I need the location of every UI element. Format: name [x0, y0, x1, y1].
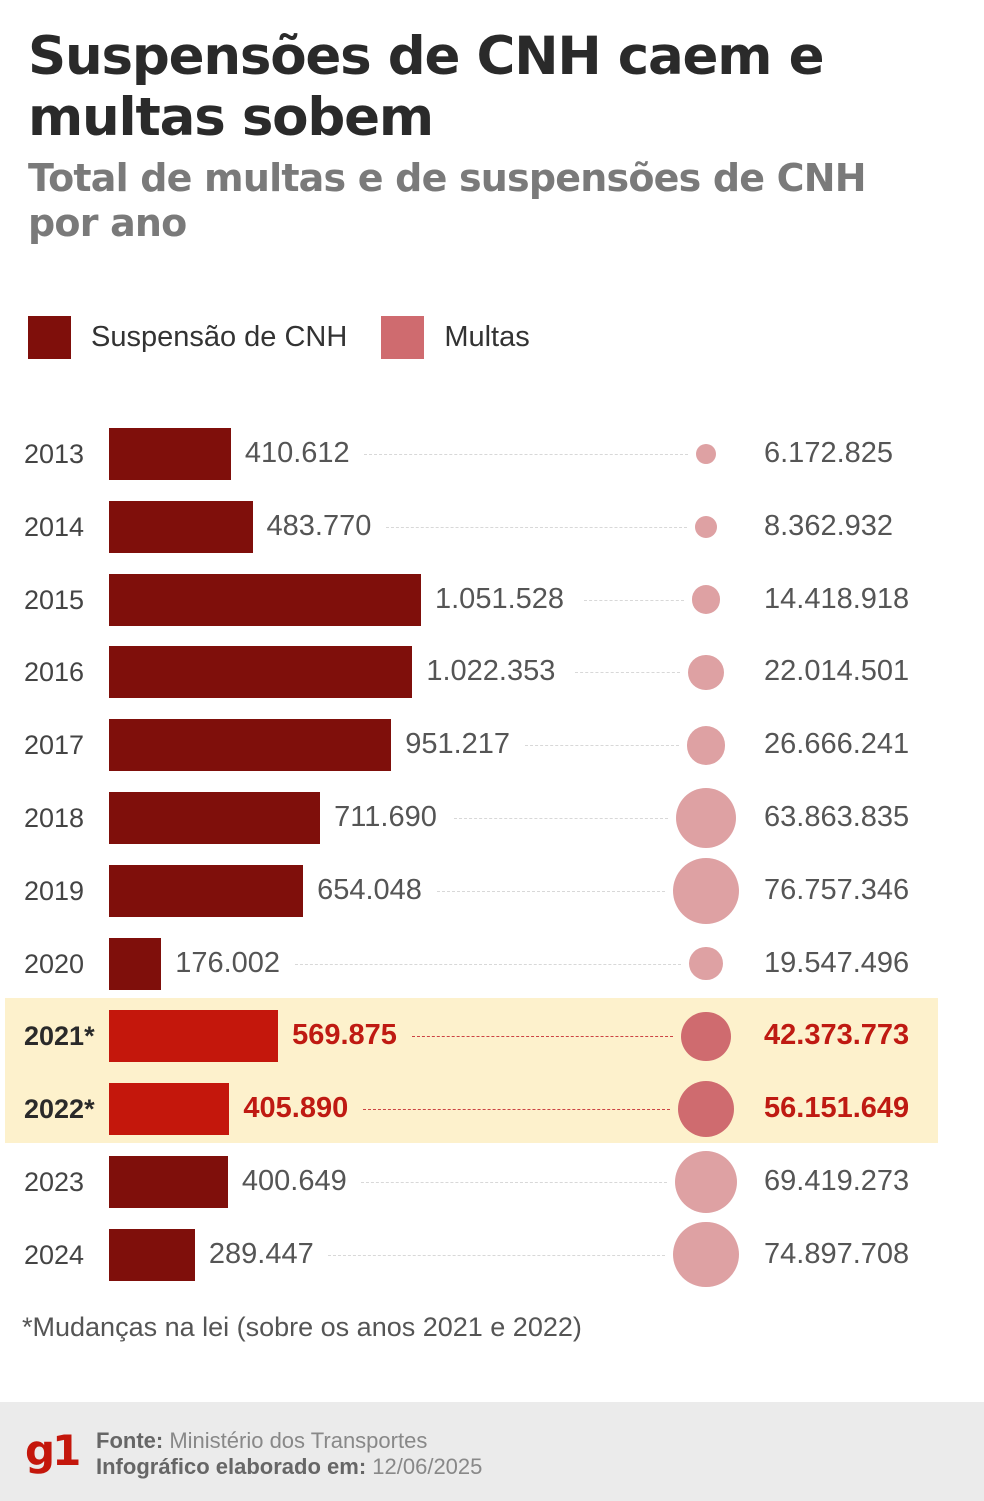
- year-label: 2024: [24, 1239, 85, 1270]
- leader-line: [524, 745, 679, 747]
- leader-line: [361, 1182, 667, 1183]
- legend-label-multas: Multas: [444, 321, 530, 353]
- multas-value-label: 76.757.346: [764, 873, 910, 906]
- page-subtitle: Total de multas e de suspensões de CNH p…: [28, 156, 867, 245]
- multas-bubble: [673, 857, 739, 924]
- multas-value-label: 14.418.918: [764, 582, 910, 615]
- multas-bubble: [677, 1080, 735, 1138]
- multas-value-label: 69.419.273: [764, 1165, 910, 1197]
- multas-bubble: [691, 585, 721, 614]
- legend: Suspensão de CNH Multas: [28, 316, 564, 359]
- g1-logo: g1: [25, 1426, 81, 1475]
- multas-bubble: [686, 725, 726, 765]
- source-label: Fonte:: [96, 1428, 164, 1453]
- multas-bubble: [674, 1150, 738, 1214]
- page-title: Suspensões de CNH caem e multas sobem: [28, 26, 825, 148]
- year-label: 2014: [24, 511, 85, 542]
- multas-value-label: 63.863.835: [764, 801, 910, 833]
- legend-swatch-multas: [381, 316, 425, 359]
- suspensao-value-label: 711.690: [334, 801, 437, 833]
- suspensao-bar: [109, 500, 253, 553]
- legend-item-suspensao: Suspensão de CNH: [28, 316, 347, 359]
- leader-line: [583, 599, 684, 601]
- year-label: 2020: [24, 948, 85, 979]
- suspensao-bar: [109, 792, 321, 844]
- multas-bubble: [681, 1011, 731, 1061]
- multas-value-label: 22.014.501: [764, 655, 910, 688]
- legend-label-suspensao: Suspensão de CNH: [91, 321, 348, 353]
- legend-swatch-suspensao: [28, 316, 71, 359]
- leader-line: [328, 1254, 666, 1256]
- suspensao-bar: [109, 1156, 228, 1208]
- leader-line: [294, 963, 682, 965]
- leader-line: [436, 890, 665, 892]
- date-line: Infográfico elaborado em: 12/06/2025: [96, 1454, 482, 1480]
- suspensao-value-label: 400.649: [241, 1165, 347, 1197]
- year-label: 2022*: [24, 1094, 95, 1125]
- footer: g1 Fonte: Ministério dos Transportes Inf…: [0, 1402, 984, 1501]
- source-line: Fonte: Ministério dos Transportes: [96, 1428, 427, 1454]
- multas-bubble: [673, 1222, 739, 1288]
- suspensao-bar: [109, 719, 392, 772]
- suspensao-value-label: 405.890: [243, 1092, 349, 1125]
- suspensao-bar: [109, 864, 304, 917]
- year-label: 2016: [24, 657, 85, 688]
- multas-value-label: 26.666.241: [764, 728, 910, 761]
- leader-line: [411, 1036, 674, 1038]
- suspensao-value-label: 410.612: [244, 437, 350, 469]
- suspensao-bar: [109, 1083, 230, 1136]
- leader-line: [574, 672, 681, 674]
- multas-value-label: 8.362.932: [764, 509, 894, 542]
- suspensao-value-label: 176.002: [175, 946, 281, 979]
- multas-bubble: [675, 787, 737, 849]
- multas-bubble: [688, 654, 724, 691]
- year-label: 2018: [24, 803, 85, 833]
- multas-value-label: 19.547.496: [764, 946, 910, 979]
- multas-bubble: [695, 515, 717, 538]
- suspensao-value-label: 289.447: [208, 1237, 314, 1270]
- suspensao-value-label: 569.875: [292, 1019, 397, 1052]
- suspensao-value-label: 951.217: [405, 728, 511, 761]
- legend-item-multas: Multas: [381, 316, 530, 359]
- multas-value-label: 6.172.825: [764, 437, 894, 469]
- suspensao-bar: [109, 937, 162, 990]
- date-label: Infográfico elaborado em:: [96, 1454, 367, 1479]
- suspensao-bar: [109, 1010, 279, 1063]
- year-label: 2021*: [24, 1021, 95, 1052]
- suspensao-value-label: 1.051.528: [435, 582, 565, 615]
- year-label: 2019: [24, 875, 85, 906]
- suspensao-bar: [109, 1228, 195, 1281]
- suspensao-bar: [109, 428, 231, 480]
- multas-value-label: 74.897.708: [764, 1237, 910, 1270]
- multas-value-label: 56.151.649: [764, 1092, 910, 1125]
- multas-value-label: 42.373.773: [764, 1019, 910, 1052]
- date-value: 12/06/2025: [372, 1454, 483, 1479]
- multas-bubble: [696, 444, 716, 464]
- suspensao-value-label: 483.770: [266, 509, 372, 542]
- year-label: 2013: [24, 439, 85, 469]
- year-label: 2015: [24, 584, 85, 615]
- year-label: 2017: [24, 730, 85, 761]
- suspensao-bar: [109, 573, 421, 626]
- leader-line: [364, 454, 688, 455]
- leader-line: [386, 526, 688, 528]
- leader-line: [362, 1109, 670, 1111]
- source-value: Ministério dos Transportes: [169, 1428, 428, 1453]
- suspensao-value-label: 654.048: [317, 873, 422, 906]
- suspensao-value-label: 1.022.353: [426, 655, 556, 688]
- leader-line: [453, 818, 668, 819]
- year-label: 2023: [24, 1167, 85, 1197]
- suspensao-bar: [109, 646, 413, 699]
- multas-bubble: [689, 946, 723, 981]
- footnote: *Mudanças na lei (sobre os anos 2021 e 2…: [22, 1312, 582, 1342]
